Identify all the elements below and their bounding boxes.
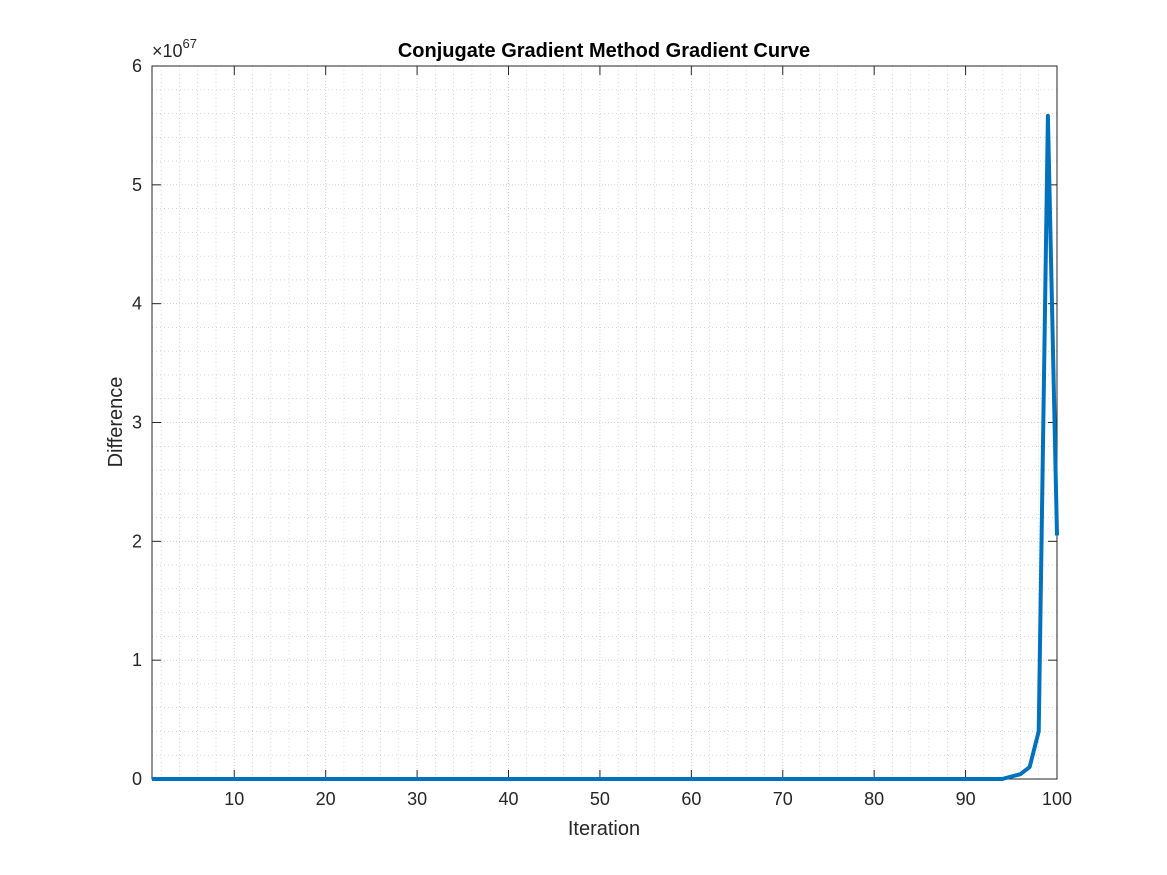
y-tick-label: 1	[132, 650, 142, 670]
x-tick-label: 80	[864, 789, 884, 809]
y-tick-label: 0	[132, 769, 142, 789]
y-tick-label: 3	[132, 413, 142, 433]
chart-title: Conjugate Gradient Method Gradient Curve	[398, 40, 810, 62]
y-exponent-label: ×1067	[152, 36, 197, 61]
series-line	[152, 113, 1059, 781]
y-tick-label: 4	[132, 294, 142, 314]
x-tick-label: 90	[956, 789, 976, 809]
y-exponent-power: 67	[183, 36, 197, 51]
x-tick-label: 100	[1042, 789, 1072, 809]
x-tick-label: 70	[773, 789, 793, 809]
y-exponent-base: ×10	[152, 41, 183, 61]
x-tick-label: 30	[407, 789, 427, 809]
y-ticks: 0 1 2 3 4 5 6	[132, 56, 1057, 789]
x-tick-label: 10	[224, 789, 244, 809]
y-tick-label: 6	[132, 56, 142, 76]
x-tick-label: 40	[498, 789, 518, 809]
y-tick-label: 2	[132, 531, 142, 551]
y-tick-label: 5	[132, 175, 142, 195]
x-tick-label: 20	[316, 789, 336, 809]
x-tick-label: 60	[681, 789, 701, 809]
y-axis-label: Difference	[105, 377, 127, 468]
x-tick-label: 50	[590, 789, 610, 809]
x-ticks: 10 20 30 40 50 60 70 80 90 100	[224, 66, 1072, 809]
series-group	[152, 113, 1059, 781]
x-axis-label: Iteration	[568, 818, 640, 840]
